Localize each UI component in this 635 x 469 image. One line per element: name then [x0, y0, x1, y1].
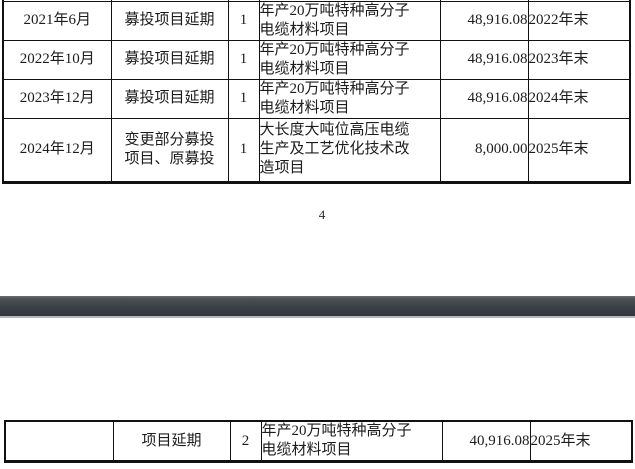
- table-row: 项目延期 2 年产20万吨特种高分子 电缆材料项目 40,916.08 2025年末: [4, 420, 633, 462]
- page-number: 4: [318, 207, 326, 222]
- table-row: 2022年10月 募投项目延期 1 年产20万吨特种高分子 电缆材料项目 48,916.…: [2, 39, 631, 80]
- cell-amount: 48,916.08: [439, 0, 529, 41]
- table-row: 2021年6月 募投项目延期 1 年产20万吨特种高分子 电缆材料项目 48,916.0…: [2, 0, 631, 41]
- cell-count: 1: [227, 39, 260, 80]
- cell-project: 年产20万吨特种高分子 电缆材料项目: [258, 39, 441, 80]
- fund-change-table-page5: 项目延期 2 年产20万吨特种高分子 电缆材料项目 40,916.08 2025年末: [4, 420, 633, 463]
- bottom-table-container: 项目延期 2 年产20万吨特种高分子 电缆材料项目 40,916.08 2025年末: [4, 420, 635, 465]
- cell-amount: 48,916.08: [439, 78, 529, 119]
- cell-deadline: 2024年末: [527, 78, 631, 119]
- cell-project: 年产20万吨特种高分子 电缆材料项目: [258, 0, 441, 41]
- top-table-container: 2021年6月 募投项目延期 1 年产20万吨特种高分子 电缆材料项目 48,916.0…: [2, 0, 633, 190]
- cell-date: 2022年10月: [2, 39, 112, 80]
- cell-change-type: 募投项目延期: [110, 0, 229, 41]
- cell-date: [4, 420, 114, 462]
- cell-project: 年产20万吨特种高分子 电缆材料项目: [258, 78, 441, 119]
- page-separator-band: [0, 296, 635, 318]
- table-row: 2024年12月 变更部分募投 项目、原募投 1 大长度大吨位高压电缆 生产及工艺优化…: [2, 117, 631, 183]
- cell-project: 大长度大吨位高压电缆 生产及工艺优化技术改 造项目: [258, 117, 441, 183]
- cell-amount: 8,000.00: [439, 117, 529, 183]
- cell-amount: 48,916.08: [439, 39, 529, 80]
- cell-date: 2023年12月: [2, 78, 112, 119]
- fund-change-table-page4: 2021年6月 募投项目延期 1 年产20万吨特种高分子 电缆材料项目 48,916.0…: [2, 0, 631, 184]
- cell-change-type: 募投项目延期: [110, 78, 229, 119]
- cell-deadline: 2025年末: [527, 117, 631, 183]
- cell-change-type: 变更部分募投 项目、原募投: [110, 117, 229, 183]
- cell-project: 年产20万吨特种高分子 电缆材料项目: [260, 420, 443, 462]
- cell-change-type: 募投项目延期: [110, 39, 229, 80]
- cell-amount: 40,916.08: [441, 420, 531, 462]
- cell-date: 2021年6月: [2, 0, 112, 41]
- cell-count: 1: [227, 0, 260, 41]
- cell-count: 2: [229, 420, 262, 462]
- cell-change-type: 项目延期: [112, 420, 231, 462]
- cell-deadline: 2025年末: [529, 420, 633, 462]
- cell-count: 1: [227, 78, 260, 119]
- table-row: 2023年12月 募投项目延期 1 年产20万吨特种高分子 电缆材料项目 48,916.…: [2, 78, 631, 119]
- cell-deadline: 2023年末: [527, 39, 631, 80]
- cell-date: 2024年12月: [2, 117, 112, 183]
- cell-deadline: 2022年末: [527, 0, 631, 41]
- cell-count: 1: [227, 117, 260, 183]
